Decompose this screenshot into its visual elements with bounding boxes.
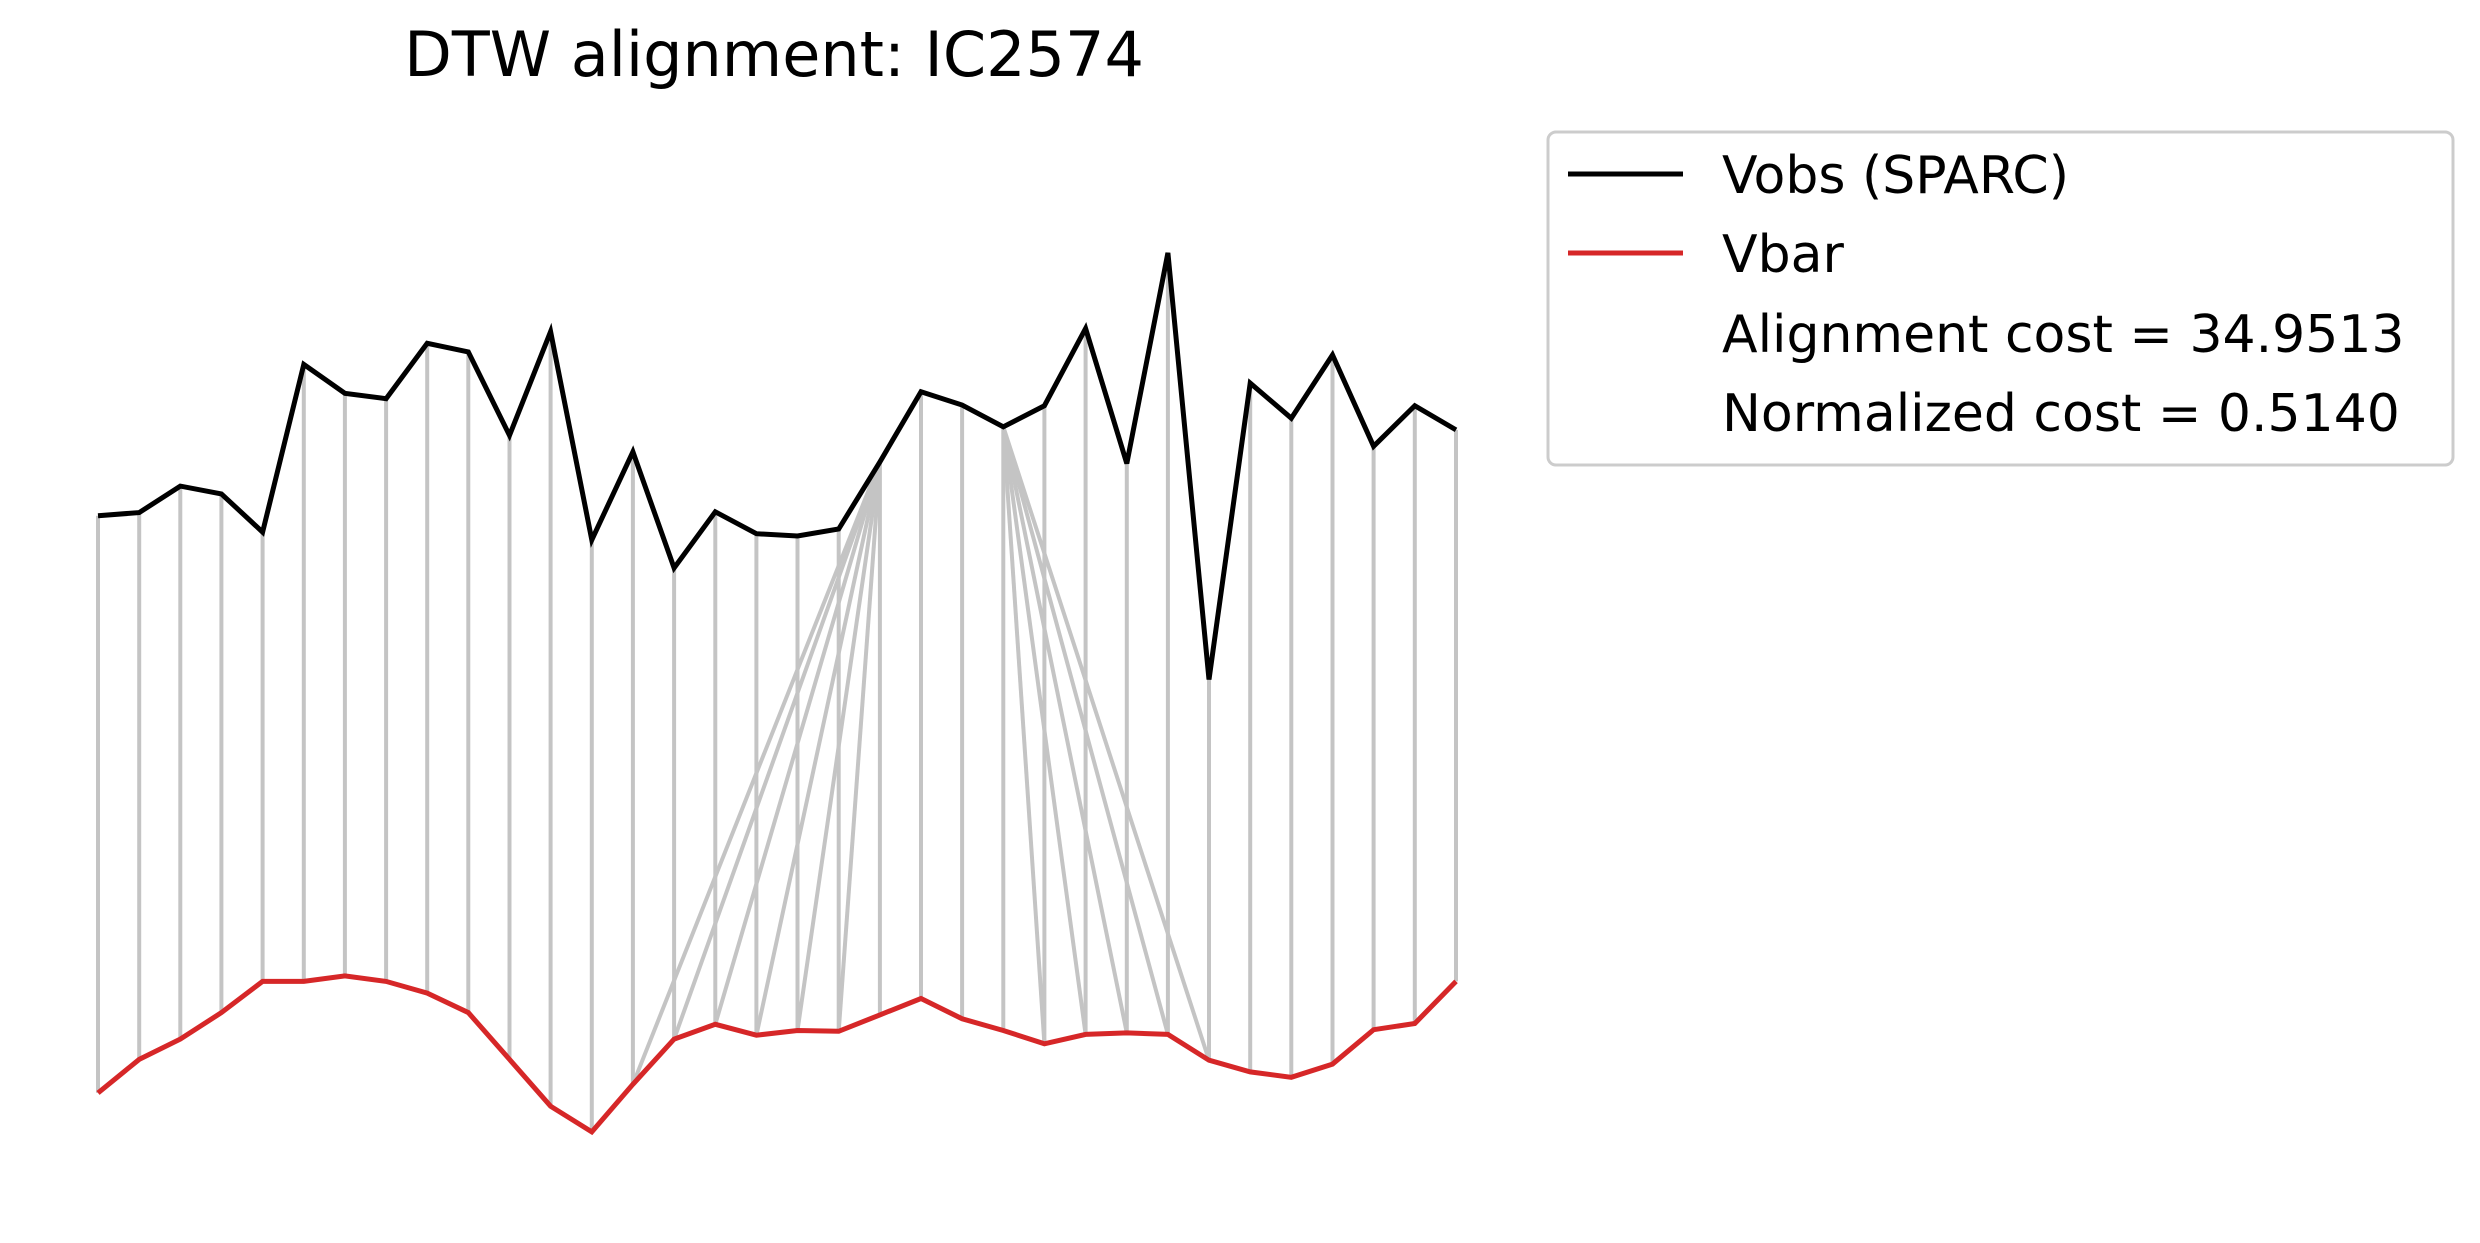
alignment-connectors (96, 252, 1458, 1132)
alignment-connector (713, 461, 882, 1025)
chart-title: DTW alignment: IC2574 (404, 18, 1144, 91)
alignment-connector (1001, 426, 1129, 1034)
alignment-connector (754, 461, 882, 1036)
alignment-connector (672, 461, 882, 1040)
alignment-connector (1001, 426, 1047, 1044)
legend-frame (1546, 130, 2455, 467)
series-line-vbar (96, 973, 1458, 1136)
alignment-connector (836, 461, 882, 1032)
alignment-connector (1001, 426, 1211, 1061)
series-line-vobs (97, 252, 1458, 680)
series-lines (96, 252, 1458, 1136)
legend-normalized-cost: Normalized cost = 0.5140 (1722, 384, 2400, 444)
legend-alignment-cost: Alignment cost = 34.9513 (1722, 305, 2405, 365)
legend: Vobs (SPARC) Vbar Alignment cost = 34.95… (1546, 130, 2455, 467)
legend-label-vobs: Vobs (SPARC) (1722, 146, 2069, 206)
legend-label-vbar: Vbar (1722, 225, 1844, 285)
alignment-connector (631, 461, 882, 1086)
alignment-connector (795, 461, 882, 1031)
